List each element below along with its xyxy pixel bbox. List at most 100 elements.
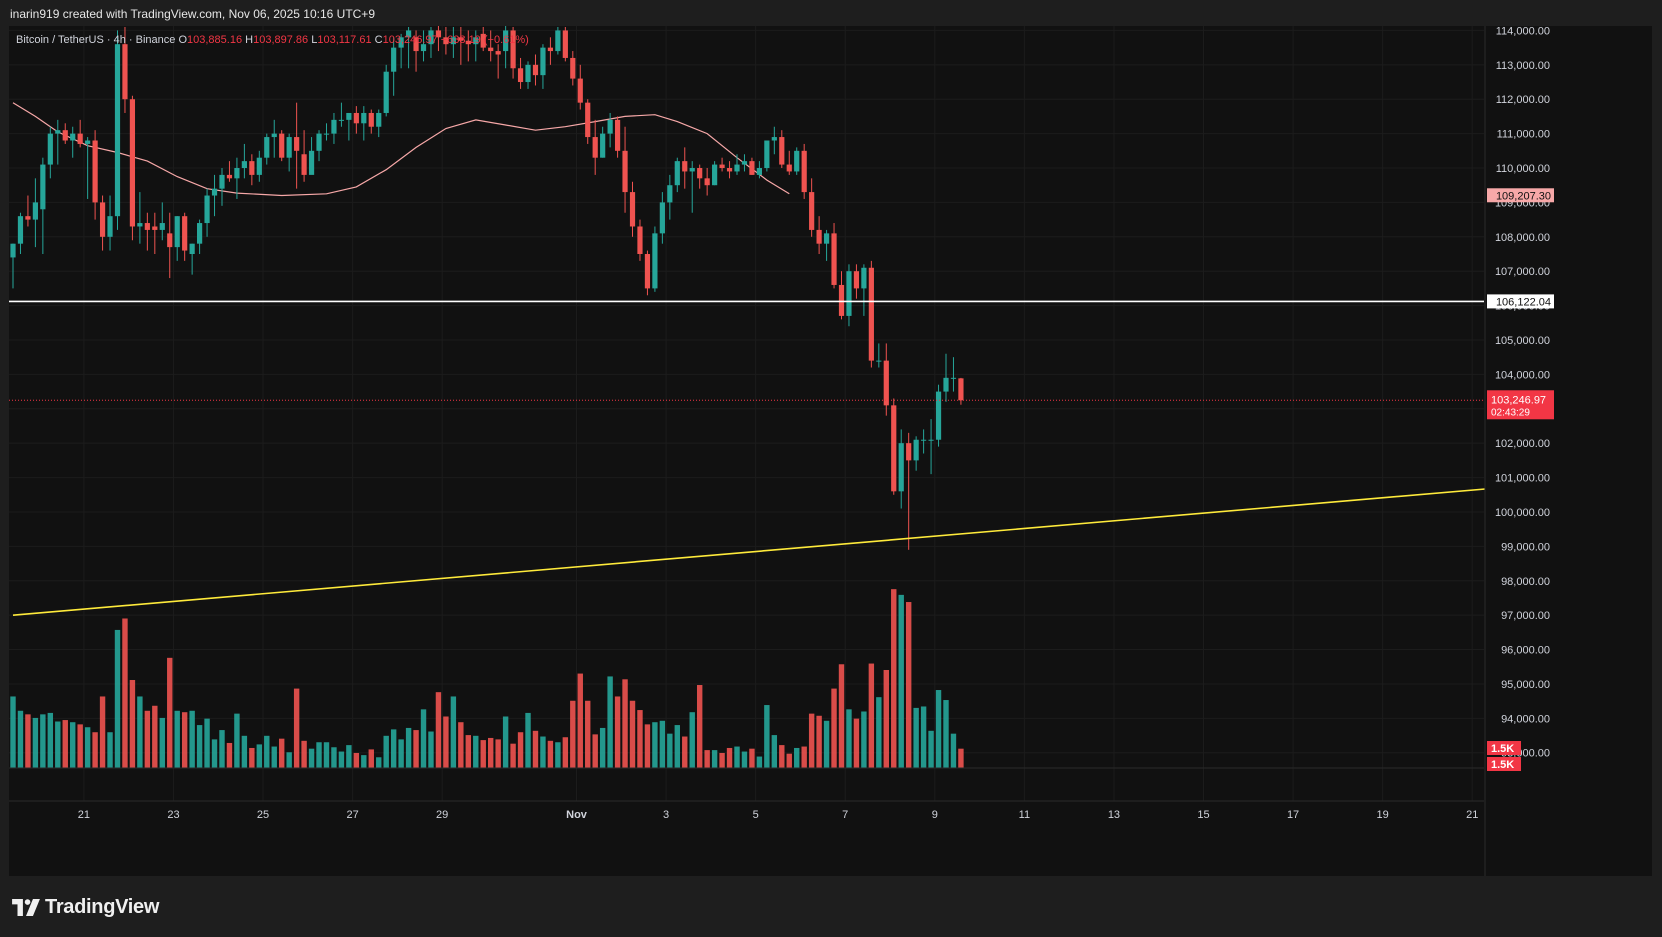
time-tick-label: Nov: [566, 809, 588, 821]
candle: [47, 126, 53, 179]
volume-bar: [383, 735, 389, 768]
candle: [189, 243, 195, 275]
price-tick-label: 101,000.00: [1495, 473, 1550, 485]
candle-body: [532, 64, 539, 76]
candle-body: [129, 99, 136, 227]
line-price-badge: [1487, 294, 1554, 309]
volume-bar: [487, 737, 494, 768]
price-tick-label: 110,000.00: [1496, 163, 1550, 175]
candle: [55, 119, 61, 165]
price-tick-label: 105,000.00: [1495, 335, 1550, 347]
volume-bar: [264, 735, 270, 768]
candle-body: [450, 37, 456, 45]
volume-bar: [570, 700, 576, 768]
volume-bar: [831, 688, 837, 768]
candle-body: [823, 233, 830, 244]
candle-body: [77, 133, 83, 144]
volume-bar: [510, 743, 516, 768]
volume-bar: [696, 685, 703, 768]
candle-body: [659, 202, 665, 234]
candle: [458, 26, 464, 65]
candle-body: [413, 37, 419, 52]
time-tick-label: 9: [932, 809, 938, 821]
volume-bar: [346, 745, 352, 768]
chart-panel[interactable]: 93,000.00 94,000.00 95,000.00 96,000.00 97,0…: [9, 26, 1652, 876]
volume-badge: [1487, 757, 1521, 771]
candle-body: [47, 133, 53, 165]
candle: [801, 143, 807, 199]
volume-bar: [517, 732, 524, 768]
candle-body: [323, 133, 330, 135]
volume-bar: [577, 673, 583, 768]
price-chart[interactable]: 93,000.0094,000.0095,000.0096,000.0097,0…: [9, 26, 1652, 876]
candle: [861, 264, 867, 316]
time-tick-label: 15: [1197, 809, 1209, 821]
candle: [144, 212, 150, 251]
candle-body: [652, 233, 658, 289]
candle: [779, 130, 785, 169]
candle: [510, 26, 516, 79]
volume-bar: [704, 750, 710, 768]
candle-body: [234, 168, 240, 179]
price-tick-label: 114,000.00: [1496, 26, 1550, 37]
candle-body: [637, 226, 643, 255]
volume-bar: [756, 756, 763, 768]
attribution-bar: inarin919 created with TradingView.com, …: [0, 0, 1662, 26]
candle-body: [25, 216, 31, 220]
volume-bar: [159, 717, 165, 768]
candle: [876, 343, 882, 368]
candle-body: [167, 233, 173, 248]
candle: [898, 429, 904, 509]
candle: [913, 436, 919, 471]
volume-bar: [420, 709, 427, 768]
candle: [592, 119, 598, 175]
candle-body: [226, 174, 233, 179]
candle-body: [17, 216, 24, 244]
volume-bar: [137, 696, 143, 768]
candle: [368, 109, 374, 134]
candle-body: [734, 164, 740, 172]
candle: [853, 264, 860, 299]
candle: [488, 30, 494, 62]
volume-bar: [868, 663, 875, 768]
time-tick-label: 21: [1466, 809, 1478, 821]
volume-bar: [846, 709, 852, 768]
candle-body: [107, 216, 113, 237]
candle-body: [950, 377, 957, 379]
candle-body: [391, 47, 397, 72]
candle-body: [868, 267, 874, 361]
candle: [413, 30, 419, 72]
candle: [771, 126, 777, 155]
candle: [204, 188, 210, 237]
candle: [943, 353, 949, 402]
volume-bar: [114, 629, 121, 768]
candle-body: [853, 271, 860, 289]
volume-bar: [667, 733, 673, 768]
time-tick-label: 17: [1287, 809, 1299, 821]
candle: [846, 264, 852, 327]
candle-body: [898, 443, 904, 492]
volume-badge-text: 1.5K: [1491, 743, 1514, 755]
line-price-badge-text: 106,122.04: [1496, 296, 1551, 308]
volume-bar: [99, 696, 106, 768]
candle: [85, 137, 91, 199]
volume-bar: [622, 679, 628, 768]
candle: [92, 130, 98, 220]
price-tick-label: 94,000.00: [1501, 713, 1550, 725]
candle-body: [644, 254, 651, 289]
candle: [906, 432, 912, 550]
volume-bar: [234, 713, 240, 768]
candle-body: [779, 137, 785, 165]
volume-bar: [652, 722, 658, 768]
candle: [338, 102, 345, 127]
candle: [137, 192, 143, 244]
candle-body: [935, 391, 942, 440]
volume-bar: [241, 735, 248, 768]
candle-body: [211, 188, 218, 196]
candle: [383, 64, 389, 117]
volume-bar: [905, 602, 912, 768]
candle-body: [398, 37, 404, 48]
time-tick-label: 19: [1377, 809, 1389, 821]
volume-bar: [495, 739, 501, 768]
volume-bar: [249, 747, 255, 768]
